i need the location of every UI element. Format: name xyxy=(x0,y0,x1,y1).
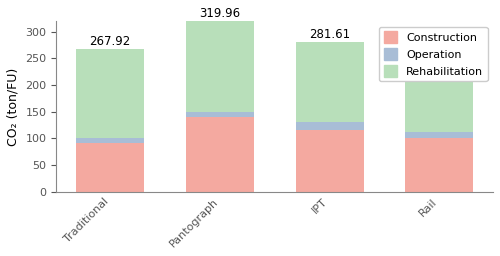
Text: 281.61: 281.61 xyxy=(309,28,350,40)
Bar xyxy=(405,132,473,138)
Bar xyxy=(76,143,144,192)
Text: 319.96: 319.96 xyxy=(200,7,240,20)
Bar xyxy=(186,117,254,192)
Y-axis label: CO₂ (ton/FU): CO₂ (ton/FU) xyxy=(7,67,20,146)
Bar xyxy=(76,49,144,138)
Bar xyxy=(76,138,144,143)
Bar xyxy=(186,21,254,112)
Text: 267.92: 267.92 xyxy=(90,35,131,48)
Bar xyxy=(296,42,364,122)
Legend: Construction, Operation, Rehabilitation: Construction, Operation, Rehabilitation xyxy=(380,27,488,81)
Text: 274.89: 274.89 xyxy=(418,31,460,44)
Bar xyxy=(186,112,254,117)
Bar xyxy=(296,122,364,131)
Bar xyxy=(405,45,473,132)
Bar xyxy=(405,138,473,192)
Bar xyxy=(296,131,364,192)
